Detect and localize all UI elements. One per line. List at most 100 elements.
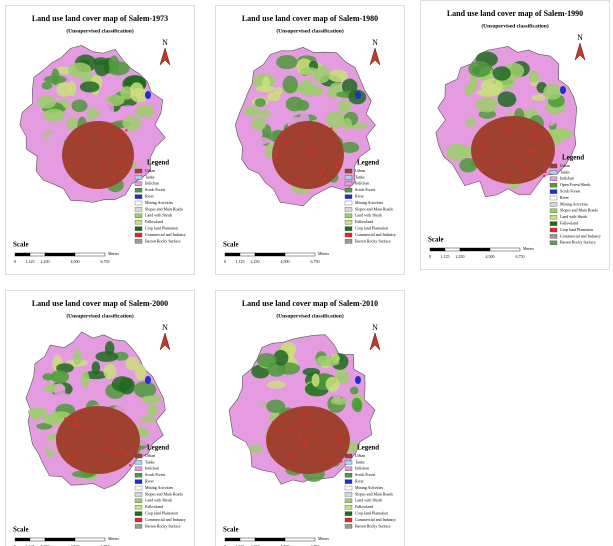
commercial-spot xyxy=(484,151,486,153)
land-patch xyxy=(43,134,66,152)
legend-label: Urban xyxy=(145,168,155,173)
land-patch xyxy=(345,413,365,424)
figure: Land use land cover map of Salem-1973 (Un… xyxy=(0,0,613,546)
commercial-spot xyxy=(71,460,73,462)
commercial-spot xyxy=(119,139,121,141)
legend-swatch xyxy=(135,467,142,471)
commercial-spot xyxy=(297,162,299,164)
legend-label: Mining Activities xyxy=(145,200,174,205)
commercial-spot xyxy=(277,428,279,430)
commercial-spot xyxy=(118,454,120,456)
legend-swatch xyxy=(135,175,142,179)
commercial-spot xyxy=(306,439,308,441)
scale-bar xyxy=(75,538,105,541)
commercial-spot xyxy=(110,176,112,178)
commercial-spot xyxy=(103,448,105,450)
commercial-spot xyxy=(523,125,525,127)
land-patch xyxy=(453,109,471,121)
legend-label: Urban xyxy=(355,453,365,458)
legend-label: Scrub Forest xyxy=(355,472,376,477)
commercial-spot xyxy=(128,165,130,167)
scale-bar xyxy=(255,253,285,256)
legend-label: Fallowland xyxy=(355,219,373,224)
map-panel: Land use land cover map of Salem-1990(Un… xyxy=(421,1,610,270)
legend-swatch xyxy=(135,201,142,205)
legend-label: Fallowland xyxy=(145,219,163,224)
legend-label: Scrub Forest xyxy=(560,189,581,194)
commercial-spot xyxy=(111,442,113,444)
commercial-spot xyxy=(499,159,501,161)
legend-label: Crop land Plantation xyxy=(560,227,593,232)
commercial-spot xyxy=(276,155,278,157)
commercial-spot xyxy=(319,174,321,176)
legend-swatch xyxy=(135,499,142,503)
map-panel: Land use land cover map of Salem-1973(Un… xyxy=(6,6,195,275)
legend-swatch xyxy=(550,241,557,245)
commercial-spot xyxy=(126,154,128,156)
commercial-spot xyxy=(290,455,292,457)
scale-bar xyxy=(255,538,285,541)
land-patch xyxy=(331,398,348,405)
commercial-spot xyxy=(305,454,307,456)
commercial-spot xyxy=(129,156,131,158)
legend-swatch xyxy=(135,492,142,496)
land-patch xyxy=(251,395,261,410)
legend-label: Tanks xyxy=(145,459,155,464)
north-label: N xyxy=(577,33,583,42)
legend-swatch xyxy=(345,182,352,186)
legend-swatch xyxy=(345,512,352,516)
legend-label: Indichan xyxy=(560,176,574,181)
legend-swatch xyxy=(135,220,142,224)
legend-label: Urban xyxy=(355,168,365,173)
legend-swatch xyxy=(550,209,557,213)
commercial-spot xyxy=(302,445,304,447)
legend-swatch xyxy=(345,214,352,218)
legend-swatch xyxy=(550,215,557,219)
commercial-spot xyxy=(304,426,306,428)
legend-swatch xyxy=(135,195,142,199)
legend-label: River xyxy=(145,479,155,484)
land-patch xyxy=(276,55,298,69)
scale-bar xyxy=(45,253,75,256)
commercial-spot xyxy=(302,133,304,135)
legend-label: Commercial and Industry xyxy=(145,232,186,237)
land-patch xyxy=(95,60,110,76)
legend-swatch xyxy=(135,486,142,490)
map-subtitle: (Unsupervised classification) xyxy=(276,27,344,34)
land-patch xyxy=(72,99,88,112)
commercial-spot xyxy=(536,151,538,153)
scale-bar xyxy=(490,248,520,251)
legend-swatch xyxy=(345,473,352,477)
scale-bar xyxy=(15,253,30,256)
legend-label: River xyxy=(355,194,365,199)
land-patch xyxy=(257,353,277,367)
legend-label: Crop land Plantation xyxy=(145,226,178,231)
commercial-spot xyxy=(117,163,119,165)
commercial-spot xyxy=(302,421,304,423)
legend-label: Land with Shrub xyxy=(560,214,587,219)
legend-label: Tanks xyxy=(560,169,570,174)
north-label: N xyxy=(372,323,378,332)
land-patch xyxy=(124,394,140,408)
scale-bar xyxy=(430,248,445,251)
land-patch xyxy=(112,376,133,392)
scale-bar xyxy=(240,538,255,541)
legend-label: Crop land Plantation xyxy=(355,226,388,231)
map-title: Land use land cover map of Salem-1973 xyxy=(32,14,168,23)
land-patch xyxy=(109,56,119,73)
land-patch xyxy=(251,117,266,130)
map-title: Land use land cover map of Salem-1990 xyxy=(447,9,583,18)
legend-label: Scrub Forest xyxy=(145,472,166,477)
legend-label: Commercial and Industry xyxy=(355,232,396,237)
urban-area xyxy=(272,121,344,189)
land-patch xyxy=(43,109,65,122)
commercial-spot xyxy=(544,171,546,173)
map-subtitle: (Unsupervised classification) xyxy=(66,312,134,319)
commercial-spot xyxy=(85,423,87,425)
legend-swatch xyxy=(135,518,142,522)
commercial-spot xyxy=(338,441,340,443)
commercial-spot xyxy=(119,159,121,161)
legend-label: Indichan xyxy=(145,466,159,471)
commercial-spot xyxy=(337,436,339,438)
commercial-spot xyxy=(122,170,124,172)
